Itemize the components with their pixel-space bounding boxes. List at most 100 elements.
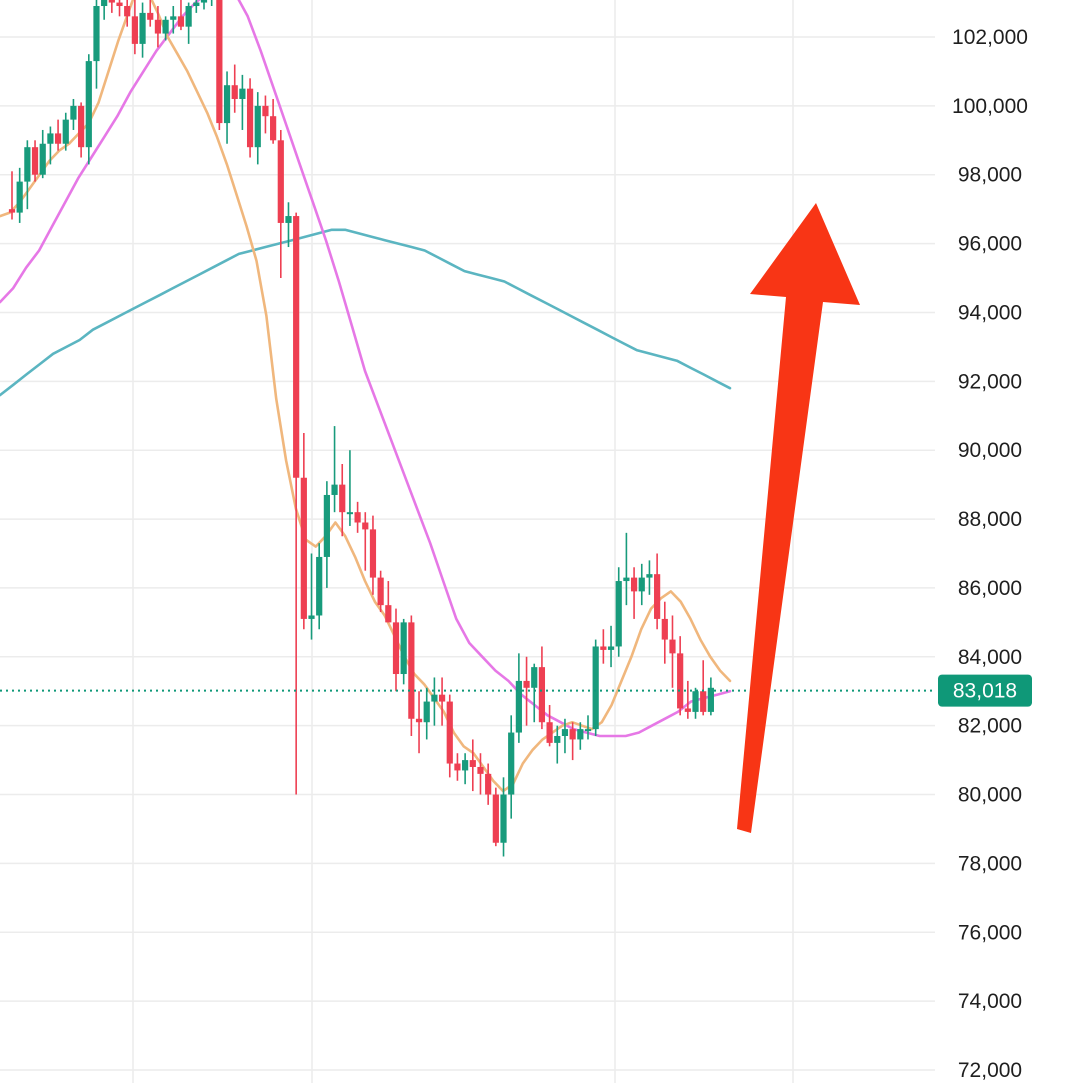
candle-body	[177, 16, 185, 27]
candle-body	[223, 85, 231, 124]
candle	[531, 663, 538, 723]
candle	[677, 636, 684, 716]
candle-body	[538, 667, 546, 723]
candle-body	[16, 181, 23, 213]
candle-body	[108, 0, 115, 3]
candle-body	[454, 763, 461, 771]
candle-body	[546, 722, 553, 743]
candle-body	[369, 529, 377, 578]
candle	[285, 202, 292, 248]
candle-body	[131, 16, 138, 44]
candle	[124, 0, 131, 27]
candle-body	[446, 701, 453, 764]
candle-body	[638, 577, 645, 592]
candle-body	[277, 140, 284, 223]
candle	[438, 677, 446, 726]
y-tick-label: 76,000	[958, 921, 1022, 944]
candle-body	[116, 2, 123, 7]
candle	[193, 0, 200, 13]
candle-body	[193, 2, 200, 7]
candle	[462, 753, 469, 785]
candle-body	[93, 6, 100, 62]
candle-body	[170, 16, 177, 20]
candle-body	[162, 19, 169, 34]
candle	[316, 543, 323, 630]
candle	[623, 532, 630, 606]
candle	[177, 0, 185, 31]
y-tick-label: 94,000	[958, 301, 1022, 324]
candle	[477, 753, 484, 795]
candle	[515, 653, 522, 743]
candle	[93, 0, 100, 89]
candle	[62, 112, 69, 151]
candle	[538, 646, 546, 730]
candle-body	[438, 694, 446, 702]
candle	[277, 129, 284, 279]
ma-slow-line	[0, 228, 732, 397]
candle	[16, 167, 23, 223]
candle-body	[400, 622, 407, 675]
candle	[369, 515, 377, 595]
candle-body	[592, 646, 599, 730]
candle	[223, 71, 231, 144]
candle	[323, 481, 330, 588]
candle-body	[78, 105, 85, 148]
candle-body	[339, 484, 346, 513]
current-price-tag[interactable]: 83,018	[938, 674, 1032, 707]
candle	[331, 426, 338, 513]
candle	[546, 705, 553, 747]
candle-body	[239, 88, 246, 99]
y-tick-label: 96,000	[958, 233, 1022, 256]
candle-body	[31, 147, 39, 175]
candle	[561, 718, 569, 754]
candle	[216, 0, 223, 130]
y-tick-label: 78,000	[958, 852, 1022, 875]
candle	[154, 6, 162, 48]
candle-body	[254, 105, 261, 148]
candle-body	[154, 19, 162, 34]
candle	[170, 6, 177, 34]
candle-body	[101, 0, 108, 7]
candle	[131, 0, 138, 55]
candle-body	[669, 639, 676, 654]
candle-body	[392, 622, 400, 675]
candle-body	[85, 61, 92, 148]
candle	[408, 615, 415, 736]
candle-body	[316, 556, 323, 616]
y-tick-label: 72,000	[958, 1059, 1022, 1082]
candle	[8, 171, 16, 220]
candle-body	[47, 133, 54, 144]
candle	[654, 553, 661, 630]
candle-body	[554, 735, 561, 743]
price-axis[interactable]: 72,000 74,000 76,000 78,000 80,000 82,000 84,0…	[938, 26, 1032, 1082]
candle-body	[415, 718, 423, 723]
candle	[39, 129, 46, 179]
candle-body	[8, 209, 16, 213]
candle	[210, 0, 213, 7]
candle-body	[362, 522, 369, 530]
candle	[354, 501, 361, 533]
candle	[415, 691, 423, 754]
candle	[607, 625, 615, 668]
candle	[707, 677, 714, 716]
y-tick-label: 88,000	[958, 508, 1022, 531]
candle	[392, 608, 400, 692]
candle-body	[139, 12, 146, 44]
y-tick-label: 90,000	[958, 439, 1022, 462]
candle	[300, 432, 307, 630]
candlestick-layer	[8, 0, 714, 857]
candle-body	[561, 729, 569, 736]
candle	[554, 725, 561, 764]
candle	[54, 119, 62, 151]
candle-body	[354, 512, 361, 523]
candle-body	[707, 687, 714, 712]
candle-body	[185, 6, 192, 27]
candle	[385, 581, 392, 623]
current-price-label: 83,018	[953, 680, 1017, 703]
candle	[400, 618, 407, 685]
moving-average-layer	[0, 0, 732, 793]
candle	[684, 680, 691, 719]
current-price-tag-bg	[938, 674, 1032, 707]
candle	[431, 677, 438, 726]
candle	[200, 0, 208, 10]
